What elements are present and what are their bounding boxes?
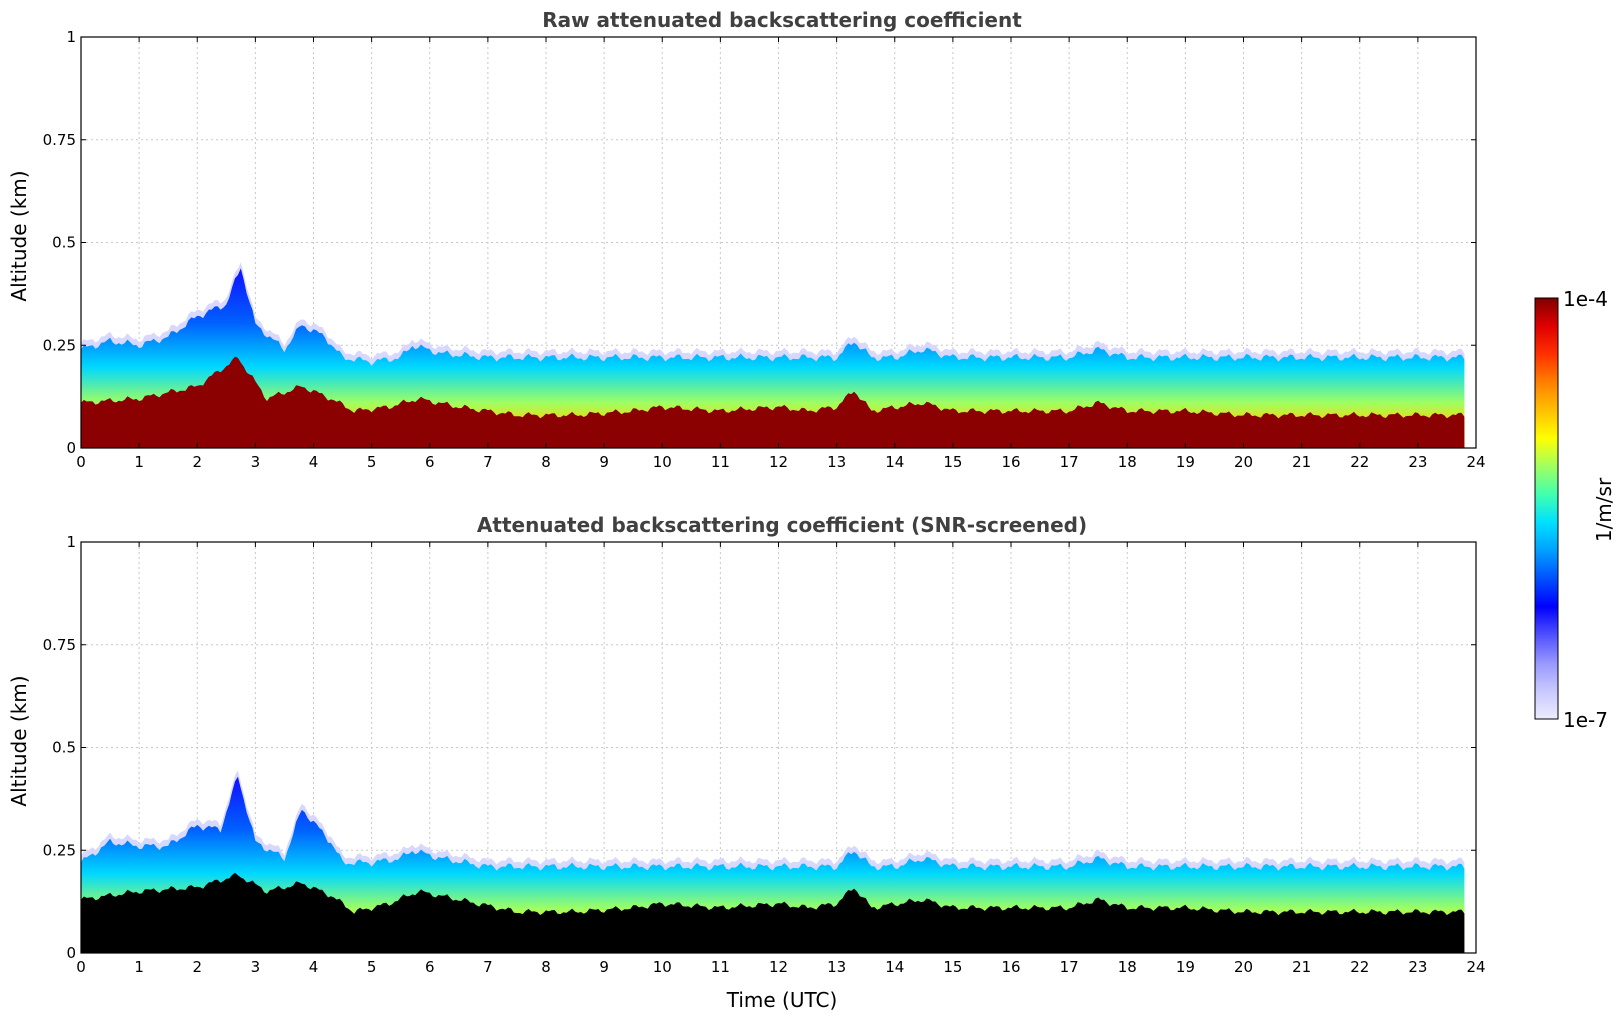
x-tick-label: 19 (1176, 958, 1195, 976)
x-tick-label: 17 (1060, 453, 1079, 471)
colorbar-scale (1534, 297, 1559, 720)
x-tick-label: 0 (76, 958, 86, 976)
y-axis-ticks: 0 0.25 0.5 0.75 1 (43, 533, 1476, 962)
x-tick-label: 21 (1292, 958, 1311, 976)
y-tick-label: 1 (66, 28, 76, 46)
x-tick-label: 7 (483, 453, 493, 471)
y-tick-label: 0.25 (43, 841, 76, 859)
x-tick-label: 21 (1292, 453, 1311, 471)
y-tick-label: 0.75 (43, 131, 76, 149)
x-tick-label: 11 (711, 958, 730, 976)
x-tick-label: 11 (711, 453, 730, 471)
heatmap-layers (81, 262, 1465, 448)
heatmap-layers (81, 770, 1465, 953)
x-tick-label: 16 (1001, 453, 1020, 471)
x-tick-label: 0 (76, 453, 86, 471)
x-tick-label: 9 (599, 958, 609, 976)
x-tick-label: 8 (541, 453, 551, 471)
screened-region (81, 872, 1465, 953)
x-tick-label: 14 (885, 453, 904, 471)
grid-lines (81, 542, 1476, 953)
x-tick-label: 14 (885, 958, 904, 976)
colorbar: 1e-4 1e-7 1/m/sr (1534, 287, 1616, 732)
x-tick-label: 20 (1234, 453, 1253, 471)
x-tick-label: 3 (251, 453, 261, 471)
x-tick-label: 10 (653, 958, 672, 976)
x-axis-ticks: 0 1 2 3 4 5 6 7 8 9 10 11 12 13 14 15 16 17 18 19 20 21 22 23 24 (76, 37, 1486, 471)
colorbar-min-label: 1e-7 (1563, 708, 1608, 732)
y-tick-label: 0.75 (43, 636, 76, 654)
x-tick-label: 1 (134, 958, 144, 976)
x-tick-label: 17 (1060, 958, 1079, 976)
x-tick-label: 15 (943, 958, 962, 976)
x-tick-label: 8 (541, 958, 551, 976)
x-axis-label: Time (UTC) (726, 988, 838, 1012)
x-tick-label: 23 (1408, 958, 1427, 976)
x-axis-ticks: 0 1 2 3 4 5 6 7 8 9 10 11 12 13 14 15 16 17 18 19 20 21 22 23 24 (76, 542, 1486, 976)
x-tick-label: 5 (367, 453, 377, 471)
x-tick-label: 12 (769, 453, 788, 471)
y-axis-label: Altitude (km) (7, 675, 31, 806)
y-tick-label: 1 (66, 533, 76, 551)
x-tick-label: 24 (1466, 453, 1485, 471)
y-tick-label: 0 (66, 439, 76, 457)
raw-backscatter-panel: Raw attenuated backscattering coefficien… (7, 8, 1486, 471)
x-tick-label: 16 (1001, 958, 1020, 976)
x-tick-label: 19 (1176, 453, 1195, 471)
x-tick-label: 9 (599, 453, 609, 471)
x-tick-label: 22 (1350, 958, 1369, 976)
x-tick-label: 12 (769, 958, 788, 976)
grid-lines (81, 37, 1476, 448)
x-tick-label: 10 (653, 453, 672, 471)
x-tick-label: 22 (1350, 453, 1369, 471)
x-tick-label: 24 (1466, 958, 1485, 976)
y-tick-label: 0.25 (43, 336, 76, 354)
y-axis-ticks: 0 0.25 0.5 0.75 1 (43, 28, 1476, 457)
colorbar-max-label: 1e-4 (1563, 287, 1608, 311)
x-tick-label: 13 (827, 453, 846, 471)
x-tick-label: 7 (483, 958, 493, 976)
x-tick-label: 3 (251, 958, 261, 976)
x-tick-label: 18 (1118, 453, 1137, 471)
x-tick-label: 6 (425, 958, 435, 976)
x-tick-label: 2 (192, 958, 202, 976)
x-tick-label: 5 (367, 958, 377, 976)
x-tick-label: 13 (827, 958, 846, 976)
x-tick-label: 4 (309, 453, 319, 471)
y-tick-label: 0.5 (52, 739, 76, 757)
x-tick-label: 18 (1118, 958, 1137, 976)
x-tick-label: 1 (134, 453, 144, 471)
y-axis-label: Altitude (km) (7, 170, 31, 301)
colorbar-unit-label: 1/m/sr (1592, 477, 1616, 542)
panel-title: Attenuated backscattering coefficient (S… (477, 513, 1087, 537)
x-tick-label: 2 (192, 453, 202, 471)
saturated-region (81, 356, 1465, 448)
y-tick-label: 0 (66, 944, 76, 962)
x-tick-label: 23 (1408, 453, 1427, 471)
panel-title: Raw attenuated backscattering coefficien… (542, 8, 1022, 32)
x-tick-label: 6 (425, 453, 435, 471)
y-tick-label: 0.5 (52, 234, 76, 252)
x-tick-label: 15 (943, 453, 962, 471)
x-tick-label: 4 (309, 958, 319, 976)
snr-screened-panel: Attenuated backscattering coefficient (S… (7, 513, 1486, 1012)
x-tick-label: 20 (1234, 958, 1253, 976)
